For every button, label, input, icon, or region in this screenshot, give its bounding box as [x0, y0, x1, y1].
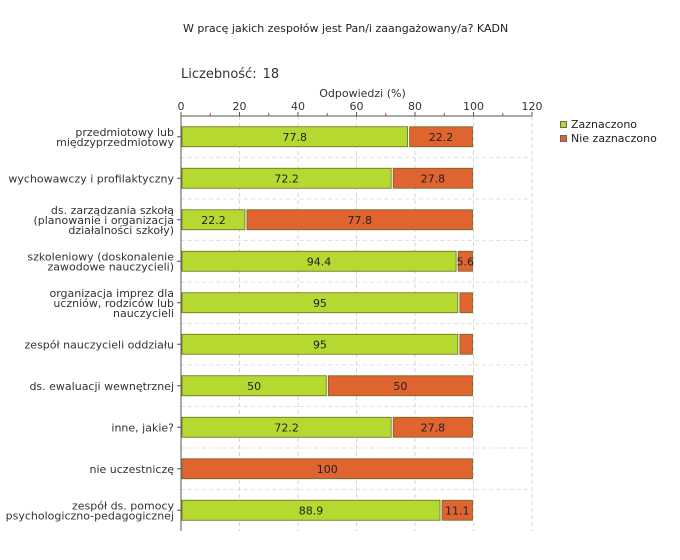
- bar-not-selected: [459, 333, 473, 355]
- category-label: ds. ewaluacji wewnętrznej: [29, 380, 174, 393]
- bar-not-selected: [327, 375, 473, 397]
- category-label: inne, jakie?: [111, 421, 174, 434]
- bar-selected: [181, 167, 392, 189]
- legend-label-not-selected: Nie zaznaczono: [571, 132, 657, 145]
- data-label-selected: 77.8: [283, 131, 308, 144]
- data-label-selected: 88.9: [299, 504, 324, 517]
- bar-selected: [181, 416, 392, 438]
- data-label-not-selected: 27.8: [421, 172, 446, 185]
- data-label-selected: 95: [313, 338, 327, 351]
- bar-selected: [181, 250, 457, 272]
- category-label: zawodowe nauczycieli): [47, 260, 174, 273]
- data-label-not-selected: 77.8: [347, 214, 372, 227]
- data-label-selected: 72.2: [274, 421, 299, 434]
- data-label-selected: 94.4: [307, 255, 332, 268]
- data-label-not-selected: 50: [393, 380, 407, 393]
- category-label: działalności szkoły): [68, 224, 174, 237]
- sample-count-label: Liczebność:: [181, 67, 257, 82]
- legend: Zaznaczono Nie zaznaczono: [560, 118, 657, 146]
- chart-title: W pracę jakich zespołów jest Pan/i zaang…: [183, 22, 509, 35]
- category-label: ds. zarządzania szkołą: [51, 204, 174, 217]
- category-label: uczniów, rodziców lub: [53, 297, 174, 310]
- bar-selected: [181, 292, 459, 314]
- data-label-not-selected: 5.6: [457, 255, 475, 268]
- sample-count: Liczebność: 18: [181, 67, 279, 82]
- data-label-not-selected: 22.2: [429, 131, 454, 144]
- category-label: wychowawczy i profilaktyczny: [8, 172, 174, 185]
- category-label: międzyprzedmiotowy: [56, 136, 174, 149]
- x-tick-label: 120: [522, 100, 543, 113]
- category-label: zespół nauczycieli oddziału: [25, 338, 174, 351]
- legend-item-selected: Zaznaczono: [560, 118, 657, 131]
- sample-count-value: 18: [262, 67, 280, 82]
- bar-selected: [181, 375, 327, 397]
- bar-not-selected: [457, 250, 473, 272]
- category-label: (planowanie i organizacja: [33, 214, 174, 227]
- data-label-selected: 22.2: [201, 214, 226, 227]
- bar-selected: [181, 499, 441, 521]
- category-label: szkoleniowy (doskonalenie: [27, 250, 174, 263]
- category-label: przedmiotowy lub: [75, 126, 174, 139]
- x-axis-title: Odpowiedzi (%): [319, 87, 406, 100]
- category-label: nauczycieli: [113, 307, 174, 320]
- category-label: nie uczestniczę: [89, 463, 174, 476]
- legend-swatch-selected: [560, 121, 567, 128]
- bar-not-selected: [441, 499, 473, 521]
- category-label: zespół ds. pomocy: [72, 499, 175, 512]
- x-tick-label: 100: [463, 100, 484, 113]
- data-label-not-selected: 27.8: [421, 421, 446, 434]
- data-label-selected: 72.2: [274, 172, 299, 185]
- x-tick-label: 40: [291, 100, 305, 113]
- legend-item-not-selected: Nie zaznaczono: [560, 132, 657, 145]
- x-tick-label: 60: [350, 100, 364, 113]
- bar-not-selected: [459, 292, 473, 314]
- bar-not-selected: [181, 458, 473, 480]
- bar-not-selected: [246, 209, 473, 231]
- data-label-selected: 95: [313, 297, 327, 310]
- data-label-selected: 50: [247, 380, 261, 393]
- category-label: organizacja imprez dla: [49, 287, 174, 300]
- data-label-not-selected: 11.1: [445, 504, 470, 517]
- legend-swatch-not-selected: [560, 135, 567, 142]
- bar-not-selected: [409, 126, 473, 148]
- bar-not-selected: [392, 416, 473, 438]
- bar-not-selected: [392, 167, 473, 189]
- bar-selected: [181, 333, 459, 355]
- bar-selected: [181, 126, 408, 148]
- category-label: psychologiczno-pedagogicznej: [6, 509, 174, 522]
- x-tick-label: 0: [178, 100, 185, 113]
- x-tick-label: 20: [233, 100, 247, 113]
- legend-label-selected: Zaznaczono: [571, 118, 638, 131]
- x-tick-label: 80: [408, 100, 422, 113]
- data-label-not-selected: 100: [317, 463, 338, 476]
- bar-selected: [181, 209, 246, 231]
